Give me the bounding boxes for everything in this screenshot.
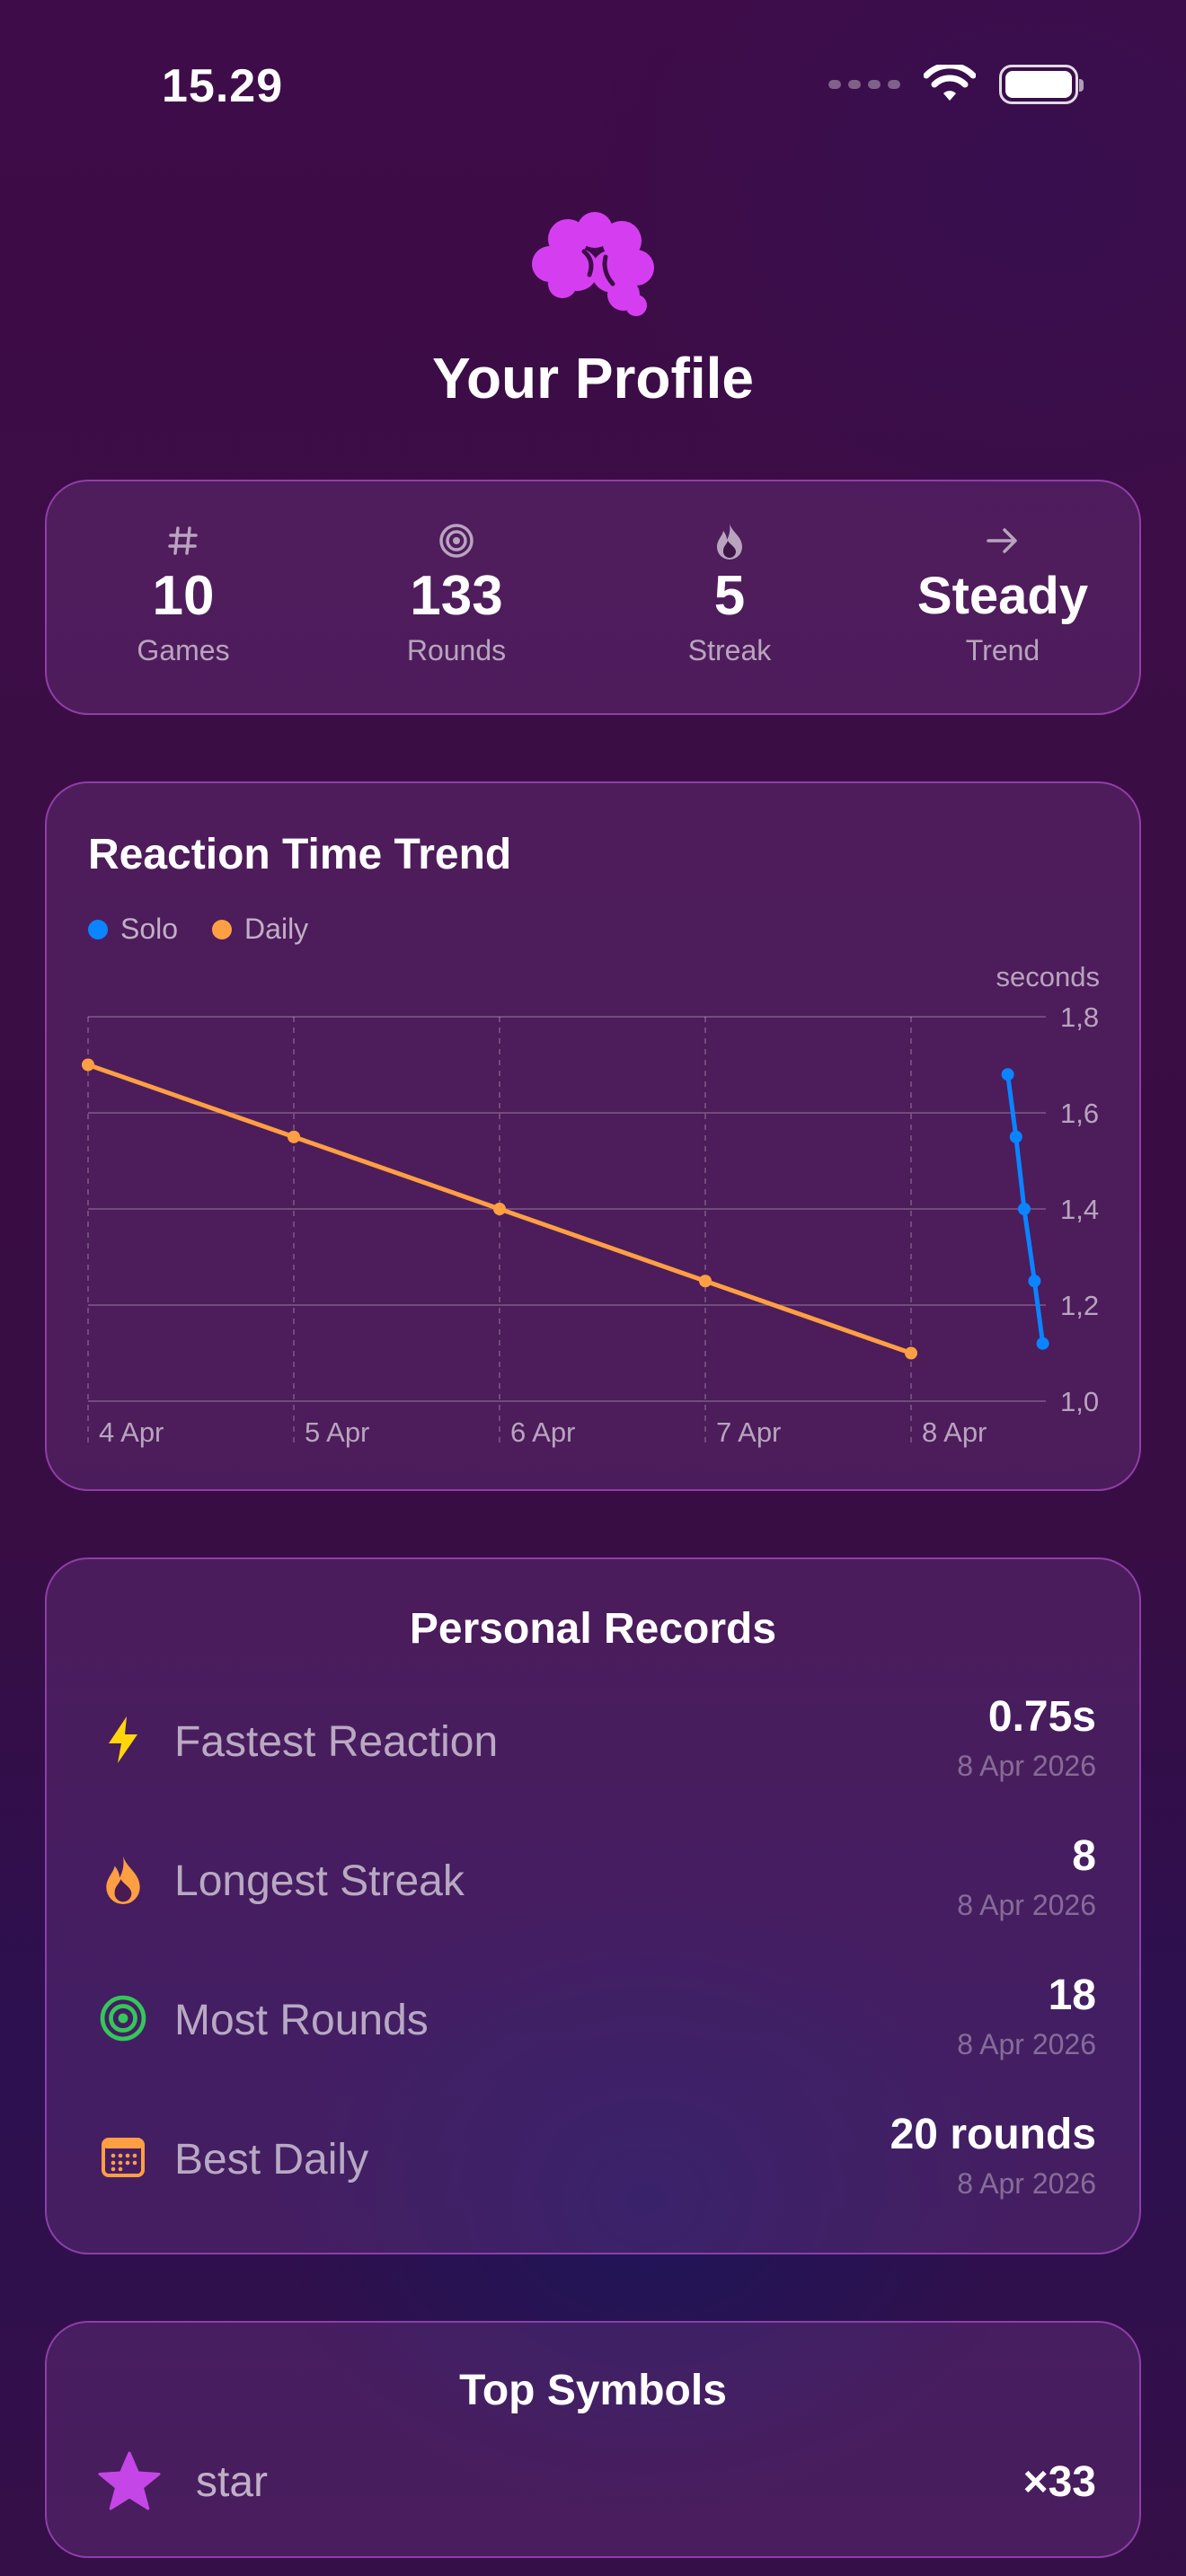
target-icon <box>97 1992 149 2044</box>
flame-icon <box>97 1853 149 1905</box>
x-tick-label: 7 Apr <box>716 1416 781 1448</box>
stat-trend: Steady Trend <box>866 481 1139 713</box>
status-icons <box>828 65 1084 104</box>
record-date: 8 Apr 2026 <box>957 1889 1096 1921</box>
record-date: 8 Apr 2026 <box>957 2028 1096 2060</box>
record-label: Longest Streak <box>174 1857 465 1905</box>
data-point-daily <box>288 1130 300 1143</box>
record-longest-streak: Longest Streak 8 8 Apr 2026 <box>47 1822 1139 1939</box>
legend-dot-solo <box>88 919 108 940</box>
data-point-solo <box>1028 1275 1041 1288</box>
record-most-rounds: Most Rounds 18 8 Apr 2026 <box>47 1962 1139 2078</box>
record-label: Most Rounds <box>174 1997 429 2044</box>
stat-value: 10 <box>152 565 215 627</box>
legend-item-solo: Solo <box>88 913 178 946</box>
data-point-daily <box>905 1346 917 1360</box>
chart-title: Reaction Time Trend <box>88 831 512 878</box>
wifi-icon <box>924 65 976 101</box>
y-tick-label: 1,0 <box>1060 1386 1099 1417</box>
stat-value: 5 <box>713 565 746 627</box>
stats-card: 10 Games 133 Rounds 5 Streak Steady Tren… <box>45 480 1141 715</box>
legend-dot-daily <box>212 919 233 940</box>
hash-icon <box>167 521 199 560</box>
x-tick-label: 6 Apr <box>510 1416 575 1448</box>
battery-icon <box>999 65 1084 104</box>
x-tick-label: 4 Apr <box>99 1416 164 1448</box>
x-tick-label: 5 Apr <box>305 1416 369 1448</box>
flame-icon <box>714 521 745 560</box>
record-label: Fastest Reaction <box>174 1718 499 1766</box>
y-tick-label: 1,2 <box>1060 1290 1099 1321</box>
legend-label-solo: Solo <box>120 913 179 945</box>
record-value: 0.75s <box>987 1693 1096 1741</box>
data-point-daily <box>699 1275 712 1288</box>
status-time: 15.29 <box>162 60 284 112</box>
page-title: Your Profile <box>432 346 754 410</box>
brain-icon <box>532 212 654 316</box>
y-tick-label: 1,4 <box>1060 1194 1099 1225</box>
stat-value: Steady <box>916 567 1089 625</box>
record-date: 8 Apr 2026 <box>957 1750 1096 1782</box>
cellular-signal-icon <box>828 80 900 89</box>
stat-streak: 5 Streak <box>593 481 866 713</box>
star-icon <box>98 2451 161 2510</box>
stat-label: Rounds <box>406 634 507 666</box>
stat-label: Trend <box>965 634 1040 666</box>
record-date: 8 Apr 2026 <box>957 2167 1096 2200</box>
stat-games: 10 Games <box>47 481 320 713</box>
y-tick-label: 1,6 <box>1060 1098 1099 1129</box>
top-symbols-card: Top Symbols star ×33 <box>45 2321 1141 2558</box>
record-value: 20 rounds <box>890 2111 1096 2158</box>
data-point-solo <box>1001 1068 1014 1081</box>
y-axis-label: seconds <box>996 961 1100 992</box>
data-point-solo <box>1009 1130 1022 1143</box>
record-value: 8 <box>1072 1832 1096 1880</box>
records-title: Personal Records <box>409 1605 777 1653</box>
data-point-daily <box>493 1203 506 1215</box>
symbol-count: ×33 <box>1022 2458 1096 2506</box>
y-tick-label: 1,8 <box>1060 1001 1099 1033</box>
chart-legend: Solo Daily <box>88 913 308 946</box>
symbol-name: star <box>196 2458 269 2506</box>
data-point-solo <box>1017 1203 1031 1215</box>
record-value: 18 <box>1048 1972 1096 2019</box>
record-label: Best Daily <box>174 2136 369 2183</box>
record-fastest-reaction: Fastest Reaction 0.75s 8 Apr 2026 <box>47 1683 1139 1800</box>
stat-label: Games <box>137 634 230 666</box>
reaction-chart-card: Reaction Time Trend Solo Daily 1,0 1,2 1,4… <box>45 781 1141 1491</box>
x-tick-label: 8 Apr <box>922 1416 987 1448</box>
symbols-title: Top Symbols <box>459 2367 727 2414</box>
stat-rounds: 133 Rounds <box>320 481 593 713</box>
data-point-solo <box>1036 1337 1049 1350</box>
calendar-icon <box>97 2131 149 2183</box>
data-point-daily <box>82 1058 94 1072</box>
target-icon <box>438 521 474 560</box>
reaction-time-chart: 1,0 1,2 1,4 1,6 1,8 seconds 4 Apr 5 Apr 6 Apr 7 A… <box>82 961 1100 1448</box>
legend-label-daily: Daily <box>244 913 309 945</box>
stat-value: 133 <box>410 565 503 627</box>
personal-records-card: Personal Records Fastest Reaction 0.75s … <box>45 1557 1141 2254</box>
arrow-right-icon <box>985 521 1021 560</box>
record-best-daily: Best Daily 20 rounds 8 Apr 2026 <box>47 2101 1139 2218</box>
stat-label: Streak <box>687 634 772 666</box>
bolt-icon <box>97 1714 149 1766</box>
legend-item-daily: Daily <box>212 913 308 946</box>
